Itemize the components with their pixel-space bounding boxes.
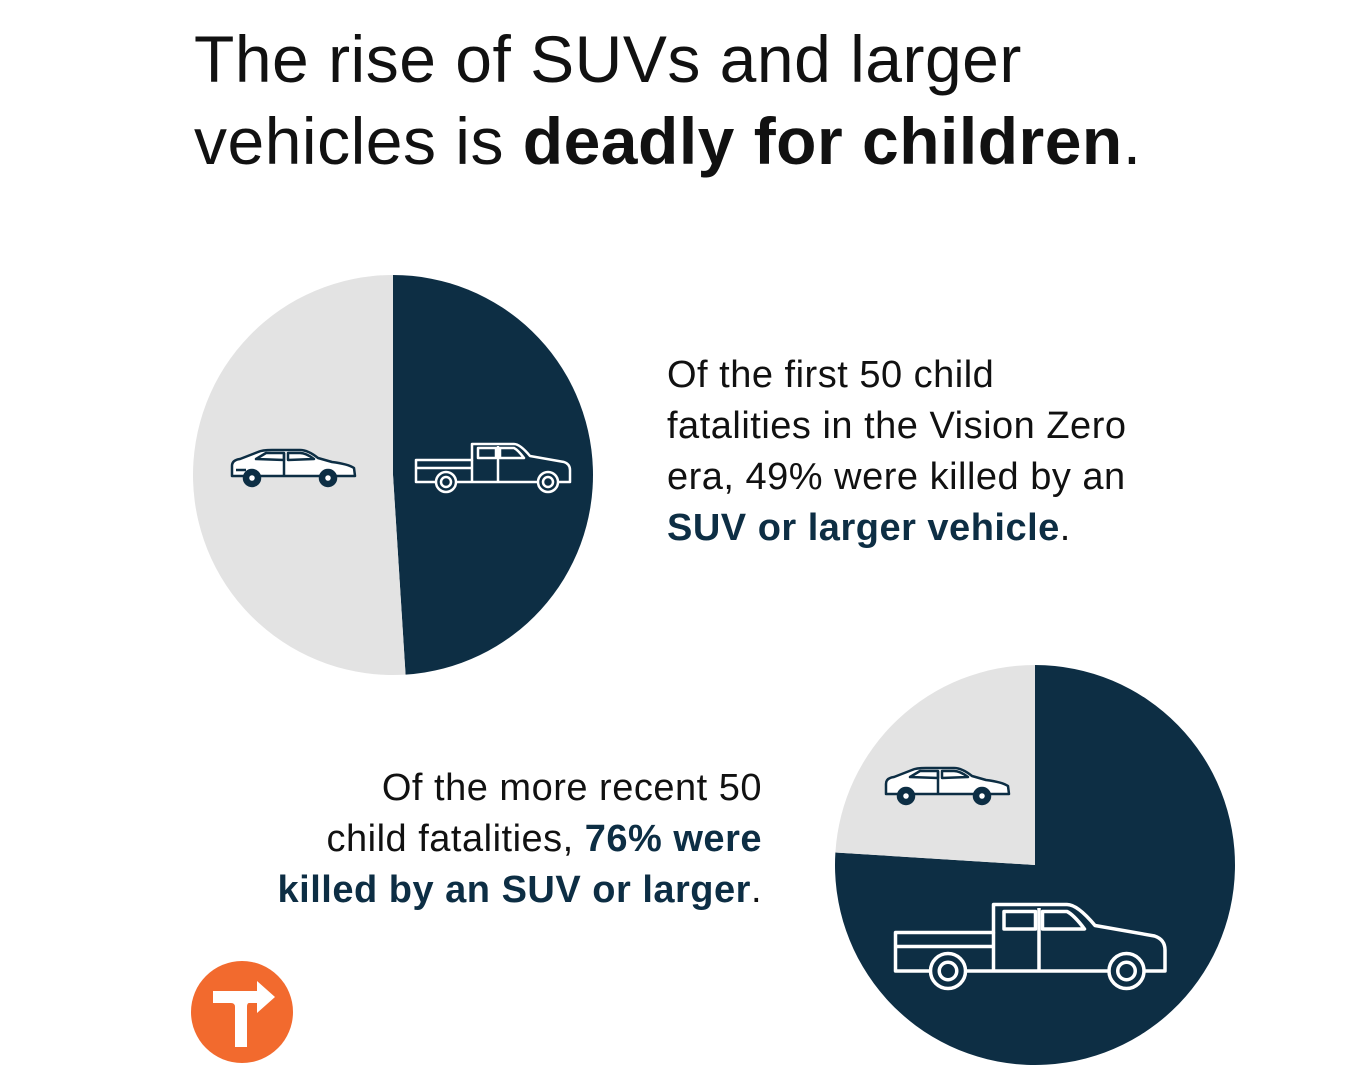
caption-first-50: Of the first 50 child fatalities in the … (667, 350, 1126, 554)
caption2-period: . (750, 869, 762, 911)
caption2-highlight-b: killed by an SUV or larger (277, 869, 751, 911)
caption1-line-2: fatalities in the Vision Zero (667, 405, 1127, 447)
caption1-line-1: Of the first 50 child (667, 354, 995, 396)
sedan-car-icon (884, 766, 1011, 806)
pickup-truck-icon (893, 902, 1167, 991)
caption1-period: . (1059, 507, 1071, 549)
caption1-line-4: SUV or larger vehicle. (667, 503, 1126, 554)
title-emphasis: deadly for children (522, 104, 1123, 178)
page-title: The rise of SUVs and larger vehicles is … (194, 18, 1294, 182)
title-line-1: The rise of SUVs and larger (194, 22, 1022, 96)
caption2-highlight-a: 76% were (584, 818, 762, 860)
caption2-line-1: Of the more recent 50 (381, 767, 762, 809)
caption2-line-2: child fatalities, 76% were (278, 814, 762, 865)
title-period: . (1122, 104, 1142, 178)
sedan-car-icon (230, 448, 357, 488)
caption2-plain: child fatalities, (326, 818, 585, 860)
pie-chart-first-50 (192, 275, 593, 675)
pickup-truck-icon (414, 442, 572, 494)
caption1-line-3: era, 49% were killed by an (667, 456, 1126, 498)
pie-slice-car (835, 665, 1035, 865)
pie-chart-recent-50 (835, 665, 1235, 1065)
turn-arrow-logo-icon (191, 961, 293, 1063)
caption-recent-50: Of the more recent 50 child fatalities, … (278, 763, 762, 916)
title-line-2: vehicles is deadly for children. (194, 100, 1294, 182)
title-plain: vehicles is (194, 104, 523, 178)
caption2-line-3: killed by an SUV or larger. (278, 865, 762, 916)
pie-slice-suv (393, 275, 593, 675)
caption1-highlight: SUV or larger vehicle (667, 507, 1060, 549)
